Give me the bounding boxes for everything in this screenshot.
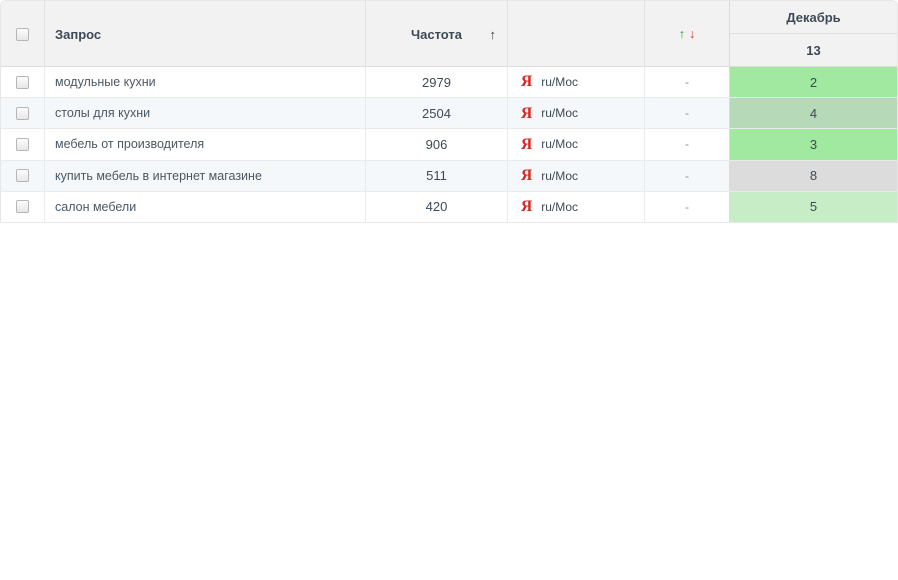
search-engine-cell: Я ru/Мос [507, 129, 644, 160]
search-engine-cell: Я ru/Мос [507, 67, 644, 98]
position-cell: 5 [729, 191, 897, 222]
arrow-down-icon: ↓ [689, 27, 696, 41]
query-cell[interactable]: столы для кухни [44, 98, 365, 129]
header-date-column: Декабрь 13 [729, 1, 897, 67]
query-cell[interactable]: мебель от производителя [44, 129, 365, 160]
yandex-icon: Я [521, 198, 533, 216]
search-engine-cell: Я ru/Мос [507, 191, 644, 222]
row-checkbox[interactable] [16, 200, 29, 214]
dynamics-sort-control[interactable]: ↑ ↓ [679, 27, 696, 41]
header-frequency-label: Частота [410, 26, 462, 42]
search-engine-cell: Я ru/Мос [507, 160, 644, 191]
row-checkbox[interactable] [16, 137, 29, 151]
yandex-icon: Я [521, 104, 533, 122]
position-cell: 2 [729, 67, 897, 98]
arrow-up-icon: ↑ [678, 27, 685, 41]
row-checkbox[interactable] [16, 106, 29, 120]
region-label: ru/Мос [541, 137, 579, 152]
table-row: купить мебель в интернет магазине 511 Я … [1, 160, 897, 192]
table-row: модульные кухни 2979 Я ru/Мос - 2 [1, 67, 897, 99]
row-checkbox-cell [1, 192, 44, 222]
row-checkbox-cell [1, 129, 44, 159]
frequency-cell: 2979 [365, 67, 507, 98]
row-checkbox[interactable] [16, 75, 29, 89]
row-checkbox-cell [1, 161, 44, 191]
header-select-all-cell [1, 1, 44, 67]
header-search-engine [507, 1, 644, 67]
yandex-icon: Я [521, 166, 533, 184]
search-engine-cell: Я ru/Мос [507, 98, 644, 129]
header-frequency[interactable]: Частота ↑ [365, 1, 507, 67]
yandex-icon: Я [521, 135, 533, 153]
table-row: мебель от производителя 906 Я ru/Мос - 3 [1, 129, 897, 161]
table-row: столы для кухни 2504 Я ru/Мос - 4 [1, 98, 897, 130]
region-label: ru/Мос [541, 106, 579, 121]
table-header: Запрос Частота ↑ ↑ ↓ Декабрь 13 [1, 1, 897, 67]
header-query-label: Запрос [55, 26, 102, 42]
position-cell: 8 [729, 160, 897, 191]
position-cell: 3 [729, 129, 897, 160]
query-cell[interactable]: купить мебель в интернет магазине [44, 160, 365, 191]
select-all-checkbox[interactable] [16, 27, 29, 41]
region-label: ru/Мос [541, 199, 579, 214]
yandex-icon: Я [521, 73, 533, 91]
header-day-label[interactable]: 13 [806, 43, 821, 58]
frequency-cell: 2504 [365, 98, 507, 129]
dynamics-cell: - [644, 129, 729, 160]
frequency-cell: 511 [365, 160, 507, 191]
row-checkbox-cell [1, 67, 44, 97]
position-cell: 4 [729, 98, 897, 129]
header-query[interactable]: Запрос [44, 1, 365, 67]
frequency-cell: 420 [365, 191, 507, 222]
dynamics-cell: - [644, 191, 729, 222]
sort-ascending-icon[interactable]: ↑ [489, 26, 497, 42]
dynamics-cell: - [644, 67, 729, 98]
dynamics-cell: - [644, 160, 729, 191]
keyword-positions-table: Запрос Частота ↑ ↑ ↓ Декабрь 13 модульны… [0, 0, 898, 223]
region-label: ru/Мос [541, 75, 579, 90]
query-cell[interactable]: салон мебели [44, 191, 365, 222]
dynamics-cell: - [644, 98, 729, 129]
query-cell[interactable]: модульные кухни [44, 67, 365, 98]
header-month-label: Декабрь [730, 1, 897, 34]
row-checkbox-cell [1, 98, 44, 128]
header-dynamics[interactable]: ↑ ↓ [644, 1, 729, 67]
row-checkbox[interactable] [16, 169, 29, 183]
frequency-cell: 906 [365, 129, 507, 160]
table-row: салон мебели 420 Я ru/Мос - 5 [1, 191, 897, 223]
region-label: ru/Мос [541, 168, 579, 183]
